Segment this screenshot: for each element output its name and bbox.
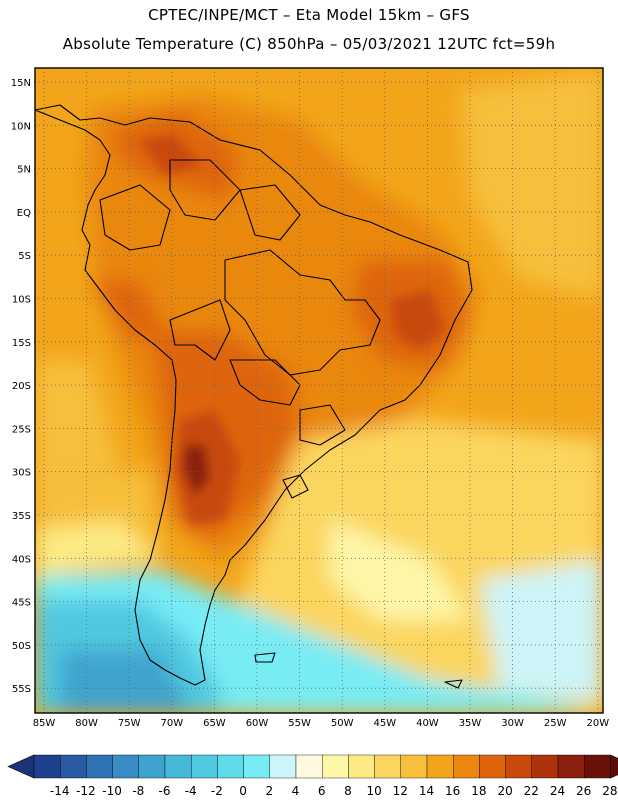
- colorbar-swatch: [531, 754, 559, 779]
- colorbar-tick-label: 16: [445, 784, 460, 798]
- colorbar-swatch: [86, 754, 113, 779]
- lon-label-65W: 65W: [203, 718, 226, 729]
- lat-label-40S: 40S: [12, 554, 31, 565]
- colorbar-under-arrow: [7, 754, 35, 779]
- colorbar-tick-label: 20: [497, 784, 512, 798]
- lat-label-15N: 15N: [11, 78, 31, 89]
- temperature-field: [35, 68, 603, 713]
- lat-label-25S: 25S: [12, 424, 31, 435]
- lat-label-45S: 45S: [12, 598, 31, 609]
- lat-label-5N: 5N: [17, 165, 31, 176]
- colorbar-tick-label: 18: [471, 784, 486, 798]
- lon-label-30W: 30W: [501, 718, 524, 729]
- lon-label-55W: 55W: [288, 718, 311, 729]
- lon-label-35W: 35W: [459, 718, 482, 729]
- colorbar-swatch: [453, 754, 480, 779]
- colorbar-tick-label: 22: [524, 784, 539, 798]
- lat-label-10N: 10N: [11, 121, 31, 132]
- colorbar-tick-label: 6: [318, 784, 326, 798]
- map-title: CPTEC/INPE/MCT – Eta Model 15km – GFS: [148, 6, 470, 24]
- map-subtitle: Absolute Temperature (C) 850hPa – 05/03/…: [62, 35, 556, 53]
- colorbar-swatch: [269, 754, 297, 779]
- lon-label-25W: 25W: [544, 718, 567, 729]
- lon-label-50W: 50W: [331, 718, 354, 729]
- colorbar-over-arrow: [610, 754, 618, 779]
- colorbar-swatch: [348, 754, 375, 779]
- lat-label-35S: 35S: [12, 511, 31, 522]
- colorbar-swatch: [33, 754, 61, 779]
- colorbar-swatch: [584, 754, 611, 779]
- lat-label-55S: 55S: [12, 684, 31, 695]
- colorbar-swatch: [400, 754, 428, 779]
- colorbar-swatch: [190, 754, 218, 779]
- lat-label-20S: 20S: [12, 381, 31, 392]
- lat-label-EQ: EQ: [17, 208, 31, 219]
- lon-label-60W: 60W: [246, 718, 269, 729]
- longitude-labels: 85W 80W 75W 70W 65W 60W 55W 50W 45W 40W 35W 30W 25W 2…: [33, 718, 610, 729]
- lon-label-75W: 75W: [118, 718, 141, 729]
- lon-label-40W: 40W: [416, 718, 439, 729]
- colorbar-swatch: [557, 754, 585, 779]
- colorbar-tick-label: -6: [159, 784, 171, 798]
- colorbar-tick-label: -2: [211, 784, 223, 798]
- colorbar-tick-label: -4: [185, 784, 197, 798]
- latitude-labels: 15N 10N 5N EQ 5S 10S 15S 20S 25S 30S 35S 40S 45S 50S 5…: [11, 78, 31, 695]
- colorbar-tick-label: 2: [265, 784, 273, 798]
- colorbar-swatch: [295, 754, 323, 779]
- colorbar-tick-label: 8: [344, 784, 352, 798]
- colorbar-labels: -14 -12 -10 -8 -6 -4 -2 0 2 4 6 8 10 12 14 16 18 20 22 24 26…: [50, 784, 618, 798]
- colorbar-swatch: [243, 754, 271, 779]
- colorbar-tick-label: 24: [550, 784, 565, 798]
- lon-label-80W: 80W: [75, 718, 98, 729]
- lat-label-5S: 5S: [18, 251, 31, 262]
- graticule: [35, 68, 603, 713]
- colorbar-tick-label: -10: [102, 784, 122, 798]
- colorbar-tick-label: 4: [292, 784, 300, 798]
- colorbar-swatch: [374, 754, 402, 779]
- colorbar-tick-label: -8: [132, 784, 144, 798]
- map-frame: [34, 67, 604, 714]
- colorbar-tick-label: 14: [419, 784, 434, 798]
- lat-label-10S: 10S: [12, 295, 31, 306]
- colorbar-tick-label: -14: [50, 784, 70, 798]
- colorbar-tick-label: -12: [76, 784, 96, 798]
- colorbar-tick-label: 12: [393, 784, 408, 798]
- colorbar-tick-label: 10: [366, 784, 381, 798]
- lon-label-70W: 70W: [160, 718, 183, 729]
- lat-label-30S: 30S: [12, 468, 31, 479]
- lat-label-50S: 50S: [12, 641, 31, 652]
- lon-label-45W: 45W: [373, 718, 396, 729]
- colorbar-swatch: [138, 754, 166, 779]
- colorbar-swatch: [505, 754, 533, 779]
- colorbar-tick-label: 26: [576, 784, 591, 798]
- colorbar-swatch: [112, 754, 139, 779]
- lat-label-15S: 15S: [12, 338, 31, 349]
- lon-label-20W: 20W: [586, 718, 609, 729]
- colorbar-swatch: [217, 754, 244, 779]
- colorbar: [7, 754, 618, 779]
- colorbar-tick-label: 28: [602, 784, 617, 798]
- colorbar-swatch: [426, 754, 454, 779]
- colorbar-swatch: [60, 754, 87, 779]
- colorbar-swatch: [164, 754, 192, 779]
- colorbar-swatch: [479, 754, 506, 779]
- colorbar-swatch: [322, 754, 349, 779]
- colorbar-tick-label: 0: [239, 784, 247, 798]
- lon-label-85W: 85W: [33, 718, 56, 729]
